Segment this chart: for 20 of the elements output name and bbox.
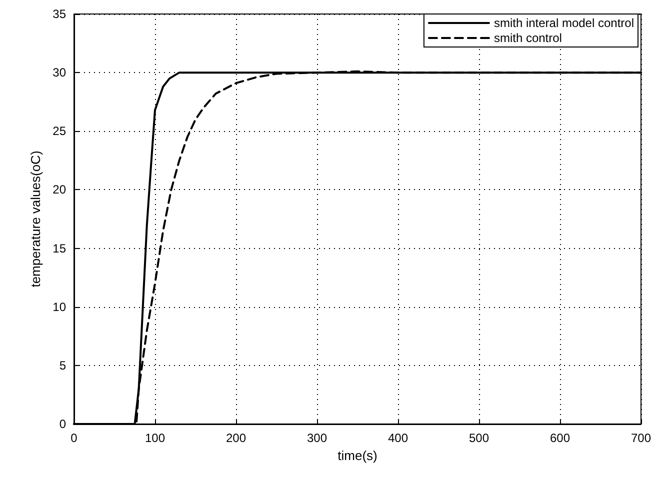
x-tick-label: 500: [468, 431, 490, 445]
x-axis-title: time(s): [338, 448, 378, 463]
y-tick-label: 5: [59, 358, 66, 372]
x-tick-label: 400: [388, 431, 408, 445]
y-tick-label: 15: [52, 241, 66, 256]
x-tick-label: 100: [144, 431, 166, 445]
legend-label: smith control: [494, 31, 562, 45]
x-tick-label: 0: [70, 431, 78, 445]
y-tick-label: 30: [52, 66, 66, 80]
y-tick-label: 0: [59, 417, 66, 431]
y-tick-label: 10: [52, 300, 66, 314]
x-tick-label: 600: [550, 431, 570, 445]
y-axis-title: temperature values(oC): [28, 150, 43, 288]
y-tick-label: 20: [52, 182, 66, 197]
x-tick-label: 700: [630, 431, 652, 445]
y-tick-label: 25: [52, 124, 66, 138]
x-tick-label: 200: [226, 431, 246, 445]
y-tick-label: 35: [52, 7, 66, 21]
legend-label: smith interal model control: [494, 16, 634, 30]
x-tick-label: 300: [306, 431, 328, 445]
